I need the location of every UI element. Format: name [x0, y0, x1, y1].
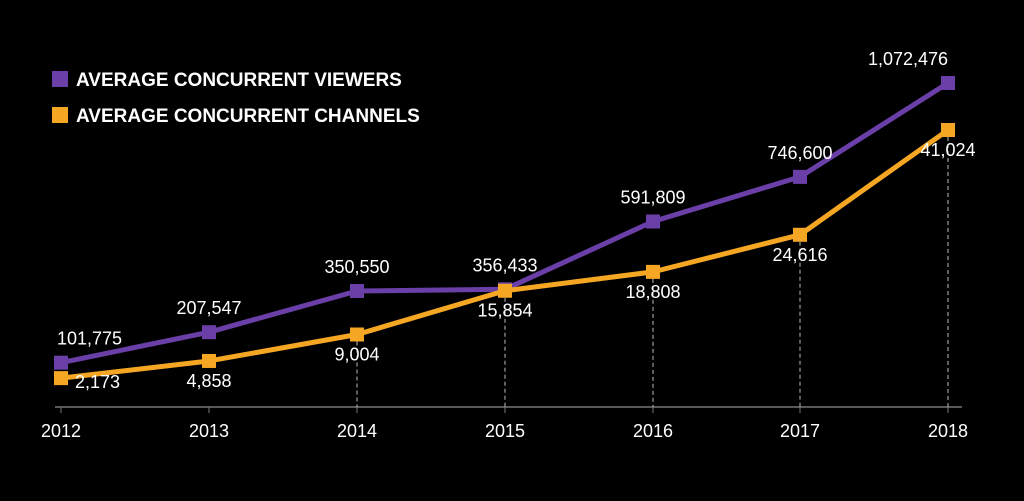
data-label: 1,072,476 [868, 49, 948, 69]
data-point [646, 214, 660, 229]
data-point [350, 284, 364, 299]
data-label: 101,775 [57, 329, 122, 349]
legend-swatch-viewers [52, 71, 68, 87]
data-point [941, 76, 955, 90]
data-label: 4,858 [186, 371, 231, 391]
legend-label-channels: AVERAGE CONCURRENT CHANNELS [76, 106, 420, 127]
data-label: 15,854 [477, 301, 532, 321]
data-label: 18,808 [625, 282, 680, 302]
x-tick-label: 2013 [189, 421, 229, 441]
data-point [941, 123, 955, 137]
x-tick-label: 2012 [41, 421, 81, 441]
data-point [646, 264, 660, 279]
data-label: 41,024 [920, 140, 975, 160]
data-point [793, 169, 807, 184]
legend-label-viewers: AVERAGE CONCURRENT VIEWERS [76, 70, 402, 91]
data-label: 24,616 [772, 245, 827, 265]
data-point [202, 353, 216, 368]
data-point [350, 327, 364, 342]
data-point [498, 283, 512, 298]
x-tick-label: 2018 [928, 421, 968, 441]
data-label: 9,004 [334, 344, 379, 364]
data-point [202, 325, 216, 340]
x-tick-label: 2016 [633, 421, 673, 441]
data-label: 746,600 [767, 143, 832, 163]
data-point [793, 227, 807, 242]
legend: AVERAGE CONCURRENT VIEWERS AVERAGE CONCU… [52, 70, 420, 127]
data-label: 207,547 [176, 298, 241, 318]
legend-swatch-channels [52, 107, 68, 123]
data-point [54, 371, 68, 386]
data-label: 350,550 [324, 257, 389, 277]
x-tick-label: 2017 [780, 421, 820, 441]
x-tick-label: 2014 [337, 421, 377, 441]
x-tick-label: 2015 [485, 421, 525, 441]
data-point [54, 355, 68, 370]
data-label: 356,433 [472, 255, 537, 275]
data-label: 591,809 [620, 187, 685, 207]
data-label: 2,173 [75, 372, 120, 392]
